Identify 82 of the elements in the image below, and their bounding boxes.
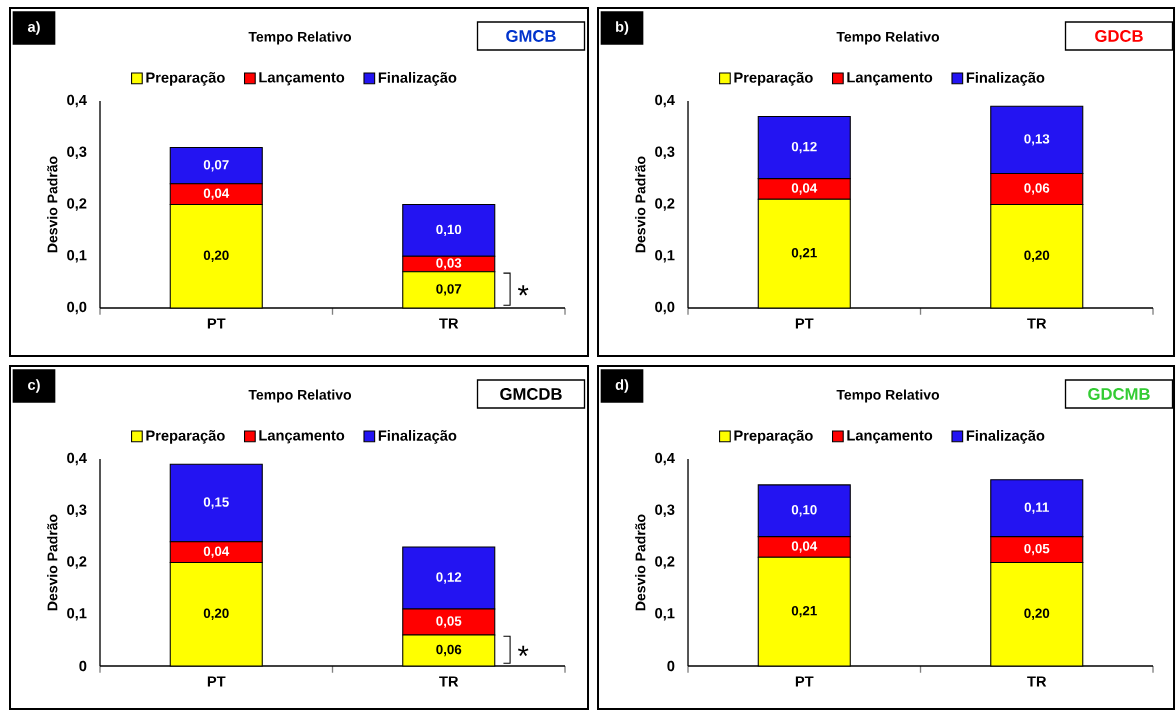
y-tick-label: 0 bbox=[667, 660, 675, 672]
data-label: 0,10 bbox=[791, 505, 817, 517]
legend-label: Lançamento bbox=[259, 72, 345, 86]
data-label: 0,07 bbox=[203, 160, 229, 172]
data-label: 0,05 bbox=[1024, 543, 1050, 556]
data-label: 0,06 bbox=[1024, 183, 1050, 195]
text: a) bbox=[27, 21, 40, 35]
y-axis-title: Desvio Padrão bbox=[47, 514, 58, 611]
y-tick-label: 0,1 bbox=[655, 608, 675, 621]
y-axis-title: Desvio Padrão bbox=[635, 156, 646, 253]
y-tick-label: 0,0 bbox=[655, 301, 675, 315]
legend-label: Finalização bbox=[378, 430, 457, 444]
data-label: 0,20 bbox=[203, 250, 229, 262]
data-label: 0,20 bbox=[1024, 250, 1050, 262]
x-tick-label: PT bbox=[795, 676, 814, 687]
data-label: 0,12 bbox=[791, 141, 817, 154]
text: c) bbox=[28, 379, 40, 393]
y-tick-label: 0,3 bbox=[67, 504, 87, 518]
chart-title: Tempo Relativo bbox=[836, 389, 940, 403]
x-tick-label: TR bbox=[1027, 318, 1047, 329]
data-label: 0,04 bbox=[203, 546, 230, 558]
data-label: 0,03 bbox=[436, 258, 462, 270]
legend-label: Preparação bbox=[146, 430, 225, 444]
y-tick-label: 0,1 bbox=[655, 250, 675, 263]
y-tick-label: 0,2 bbox=[67, 198, 87, 211]
legend-label: Lançamento bbox=[847, 430, 933, 444]
legend-label: Lançamento bbox=[259, 430, 345, 444]
x-tick-label: TR bbox=[1027, 676, 1047, 687]
y-tick-label: 0,2 bbox=[67, 556, 87, 569]
y-tick-label: 0 bbox=[79, 660, 87, 672]
y-axis-title: Desvio Padrão bbox=[635, 514, 646, 611]
legend-label: Finalização bbox=[378, 72, 457, 86]
y-tick-label: 0,4 bbox=[655, 452, 675, 466]
data-label: 0,04 bbox=[791, 541, 818, 553]
y-tick-label: 0,4 bbox=[67, 452, 87, 466]
y-tick-label: 0,3 bbox=[655, 504, 675, 518]
text: d) bbox=[615, 379, 629, 393]
y-axis-title: Desvio Padrão bbox=[47, 156, 58, 253]
data-label: 0,20 bbox=[1024, 608, 1050, 620]
x-tick-label: TR bbox=[439, 676, 459, 687]
data-label: 0,04 bbox=[791, 183, 818, 195]
y-tick-label: 0,2 bbox=[655, 556, 675, 569]
data-label: 0,21 bbox=[791, 247, 817, 260]
x-tick-label: TR bbox=[439, 318, 459, 329]
chart-title: Tempo Relativo bbox=[248, 389, 352, 403]
data-label: 0,11 bbox=[1024, 502, 1049, 514]
data-label: 0,15 bbox=[203, 497, 229, 509]
y-tick-label: 0,2 bbox=[655, 198, 675, 211]
y-tick-label: 0,1 bbox=[67, 608, 87, 621]
chart-subtitle: GDCB bbox=[1095, 30, 1143, 42]
chart-subtitle: GMCDB bbox=[500, 388, 562, 400]
y-tick-label: 0,3 bbox=[67, 146, 87, 160]
x-tick-label: PT bbox=[207, 318, 226, 329]
data-label: 0,06 bbox=[436, 644, 462, 657]
legend-label: Preparação bbox=[734, 72, 813, 86]
chart-subtitle: GMCB bbox=[506, 30, 556, 42]
annotation: * bbox=[517, 285, 529, 296]
x-tick-label: PT bbox=[795, 318, 814, 329]
data-label: 0,07 bbox=[436, 284, 462, 296]
chart-subtitle: GDCMB bbox=[1088, 388, 1150, 400]
text: b) bbox=[616, 21, 629, 35]
chart-title: Tempo Relativo bbox=[248, 31, 352, 45]
data-label: 0,10 bbox=[436, 224, 462, 237]
data-label: 0,13 bbox=[1024, 134, 1050, 146]
legend-label: Finalização bbox=[966, 72, 1045, 86]
legend-label: Lançamento bbox=[847, 72, 933, 86]
chart-title: Tempo Relativo bbox=[836, 31, 940, 45]
data-label: 0,12 bbox=[436, 572, 462, 584]
y-tick-label: 0,1 bbox=[67, 250, 87, 263]
y-tick-label: 0,4 bbox=[67, 94, 87, 108]
legend-label: Preparação bbox=[734, 430, 813, 444]
y-tick-label: 0,3 bbox=[655, 146, 675, 160]
data-label: 0,05 bbox=[436, 616, 462, 628]
x-tick-label: PT bbox=[207, 676, 226, 687]
y-tick-label: 0,4 bbox=[655, 94, 675, 108]
data-label: 0,21 bbox=[791, 605, 817, 618]
annotation: * bbox=[517, 645, 529, 657]
legend-label: Finalização bbox=[966, 430, 1045, 444]
legend-label: Preparação bbox=[146, 72, 225, 86]
data-label: 0,20 bbox=[203, 608, 229, 620]
y-tick-label: 0,0 bbox=[67, 301, 87, 315]
data-label: 0,04 bbox=[203, 188, 230, 200]
